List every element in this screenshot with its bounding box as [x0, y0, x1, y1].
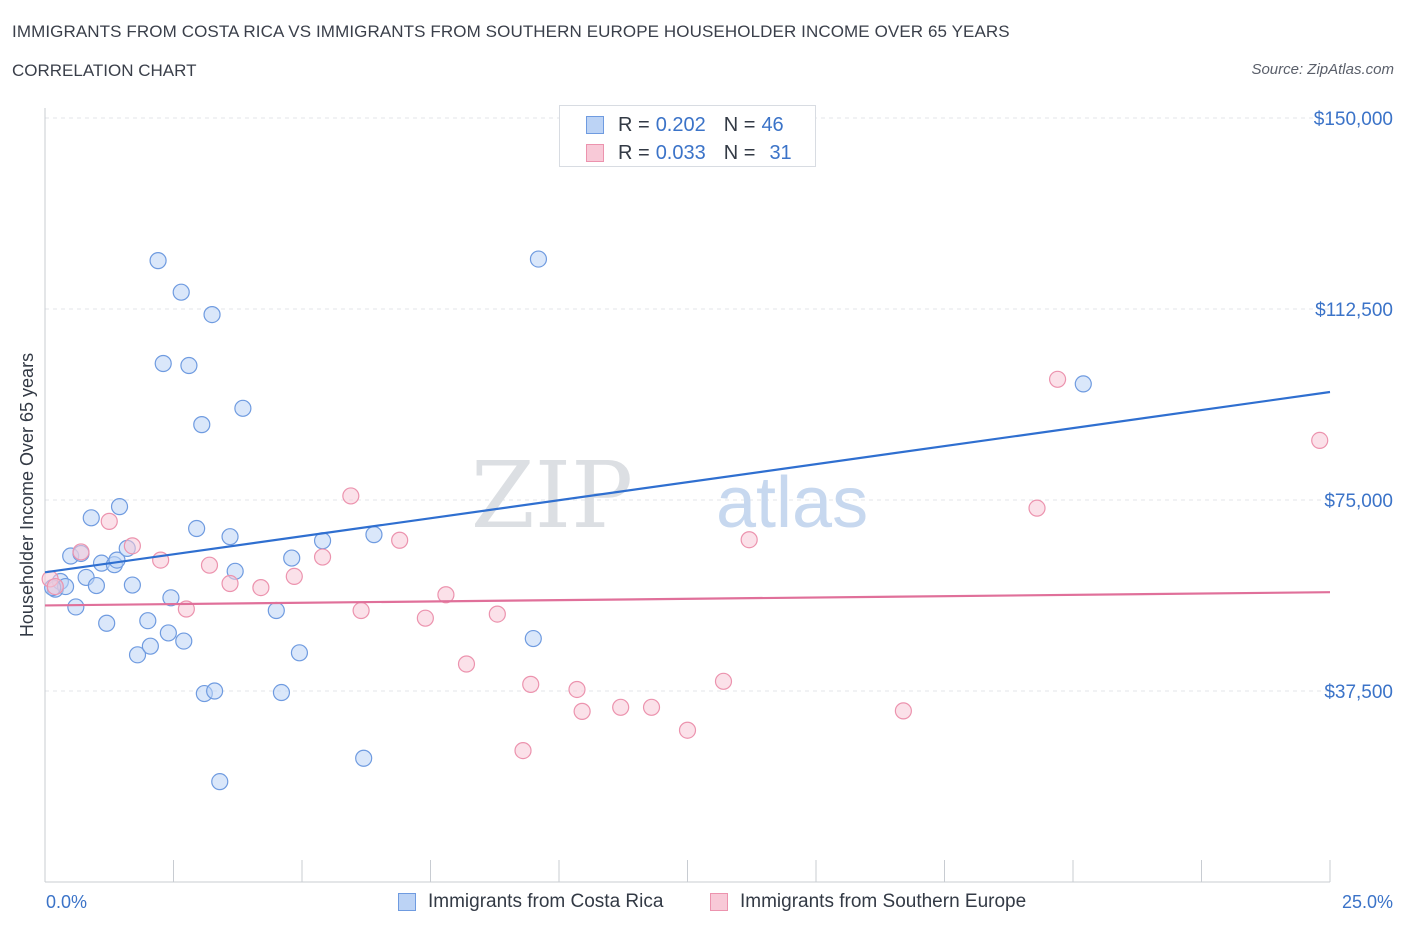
point-costa-rica — [67, 598, 85, 616]
point-costa-rica — [272, 683, 291, 702]
y-tick-label: $37,500 — [1324, 682, 1393, 703]
legend-n-label: N = — [723, 113, 756, 136]
point-southern-europe — [200, 556, 219, 574]
series-legend-costa-rica: Immigrants from Costa Rica — [398, 889, 663, 915]
trend-lines — [44, 390, 1331, 607]
legend-n-value: 31 — [769, 141, 792, 164]
x-tick-label-max: 25.0% — [1342, 892, 1393, 912]
series-swatch-costa-rica — [398, 893, 416, 911]
point-southern-europe — [100, 512, 118, 530]
point-costa-rica — [283, 549, 301, 567]
point-southern-europe — [416, 609, 434, 627]
point-southern-europe — [252, 579, 270, 597]
watermark-zip: ZIP — [471, 442, 633, 549]
series-label-costa-rica: Immigrants from Costa Rica — [428, 891, 664, 912]
point-southern-europe — [514, 741, 532, 760]
point-costa-rica — [234, 399, 252, 417]
correlation-legend: R = 0.202 N = 46 R = 0.033 N = 31 — [559, 105, 816, 167]
legend-swatch-costa-rica — [586, 116, 604, 134]
point-costa-rica — [203, 306, 221, 324]
point-southern-europe — [894, 702, 912, 720]
legend-swatch-southern-europe — [586, 144, 604, 162]
point-southern-europe — [391, 531, 409, 549]
point-southern-europe — [568, 680, 586, 699]
point-costa-rica — [82, 509, 100, 527]
point-costa-rica — [139, 612, 157, 630]
point-costa-rica — [87, 576, 106, 595]
point-costa-rica — [154, 354, 172, 373]
point-costa-rica — [206, 682, 224, 700]
point-southern-europe — [522, 675, 540, 693]
point-southern-europe — [123, 537, 141, 555]
point-costa-rica — [180, 356, 198, 375]
point-southern-europe — [488, 605, 506, 623]
point-costa-rica — [524, 629, 542, 648]
point-southern-europe — [642, 698, 661, 716]
point-southern-europe — [612, 698, 630, 716]
legend-n-value: 46 — [761, 113, 784, 136]
legend-row-southern-europe: R = 0.033 N = 31 — [586, 139, 792, 167]
y-tick-label: $112,500 — [1315, 300, 1393, 321]
legend-row-costa-rica: R = 0.202 N = 46 — [586, 111, 784, 139]
point-southern-europe — [285, 567, 303, 586]
y-axis-label: Householder Income Over 65 years — [17, 353, 37, 637]
point-southern-europe — [342, 487, 360, 505]
axes — [44, 108, 1331, 883]
point-costa-rica — [267, 601, 285, 620]
point-costa-rica — [221, 528, 239, 546]
point-southern-europe — [740, 531, 758, 549]
point-southern-europe — [313, 548, 332, 566]
point-costa-rica — [110, 498, 129, 516]
data-points — [41, 250, 1329, 791]
point-southern-europe — [437, 586, 455, 604]
point-costa-rica — [193, 416, 211, 434]
source-note: Source: ZipAtlas.com — [1251, 61, 1394, 78]
chart-title: IMMIGRANTS FROM COSTA RICA VS IMMIGRANTS… — [12, 22, 1010, 41]
point-costa-rica — [149, 252, 167, 270]
series-label-southern-europe: Immigrants from Southern Europe — [740, 891, 1027, 912]
point-southern-europe — [46, 577, 64, 596]
point-costa-rica — [162, 589, 180, 607]
point-costa-rica — [175, 632, 193, 650]
legend-r-value: 0.033 — [655, 141, 706, 164]
point-southern-europe — [678, 721, 697, 739]
legend-n-label: N = — [723, 141, 756, 164]
y-tick-labels: $37,500 $75,000 $112,500 $150,000 — [1314, 109, 1393, 703]
point-costa-rica — [123, 576, 141, 594]
point-costa-rica — [211, 773, 229, 791]
series-swatch-southern-europe — [710, 893, 728, 911]
y-tick-label: $150,000 — [1314, 109, 1393, 130]
point-costa-rica — [188, 519, 206, 538]
point-southern-europe — [72, 543, 90, 561]
point-costa-rica — [141, 637, 159, 655]
point-costa-rica — [159, 624, 177, 642]
legend-r-value: 0.202 — [655, 113, 706, 136]
x-tick-label-min: 0.0% — [46, 892, 87, 912]
point-southern-europe — [221, 574, 239, 593]
point-costa-rica — [290, 644, 309, 662]
point-costa-rica — [1074, 375, 1092, 393]
point-costa-rica — [98, 614, 116, 632]
point-southern-europe — [1028, 499, 1046, 517]
point-southern-europe — [1311, 431, 1329, 450]
trend-line-costa-rica — [44, 390, 1331, 574]
point-costa-rica — [529, 250, 548, 268]
chart-subtitle: CORRELATION CHART — [12, 61, 197, 80]
point-costa-rica — [365, 526, 383, 544]
point-southern-europe — [573, 702, 591, 720]
trend-line-southern-europe — [44, 591, 1331, 607]
y-tick-label: $75,000 — [1324, 491, 1393, 512]
watermark-atlas: atlas — [716, 463, 868, 543]
legend-r-label: R = — [618, 141, 650, 164]
point-costa-rica — [172, 283, 190, 301]
point-costa-rica — [355, 749, 373, 767]
point-southern-europe — [1048, 370, 1067, 388]
point-costa-rica — [128, 646, 147, 664]
point-southern-europe — [714, 672, 733, 690]
point-southern-europe — [352, 601, 370, 620]
point-southern-europe — [457, 655, 476, 673]
legend-r-label: R = — [618, 113, 650, 136]
series-legend-southern-europe: Immigrants from Southern Europe — [710, 889, 1026, 915]
